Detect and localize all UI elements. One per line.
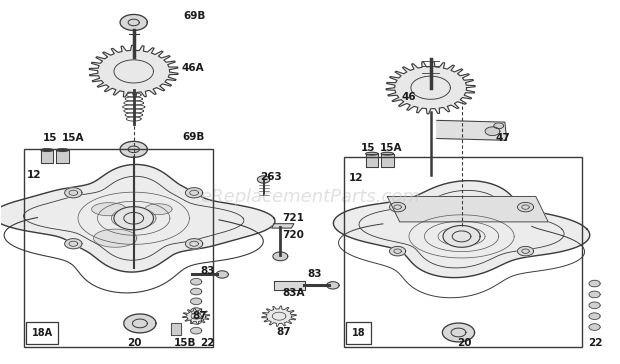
Polygon shape (485, 127, 500, 135)
Polygon shape (518, 202, 534, 212)
Polygon shape (190, 278, 202, 285)
Text: eReplacementParts.com: eReplacementParts.com (200, 187, 420, 206)
Polygon shape (56, 149, 69, 151)
Polygon shape (120, 141, 148, 157)
Polygon shape (114, 207, 154, 230)
Polygon shape (589, 313, 600, 320)
Polygon shape (41, 150, 53, 163)
Polygon shape (589, 291, 600, 298)
Polygon shape (190, 308, 202, 314)
Polygon shape (190, 298, 202, 305)
Polygon shape (190, 318, 202, 324)
Polygon shape (64, 239, 82, 249)
Text: 15: 15 (43, 134, 57, 143)
Polygon shape (589, 324, 600, 330)
Text: 15B: 15B (174, 339, 197, 348)
Text: 83: 83 (307, 269, 321, 280)
Text: 721: 721 (282, 213, 304, 223)
Polygon shape (327, 282, 339, 289)
Polygon shape (64, 188, 82, 198)
Text: 12: 12 (27, 170, 41, 180)
Polygon shape (185, 188, 203, 198)
Polygon shape (56, 150, 69, 163)
Polygon shape (381, 154, 394, 167)
Polygon shape (388, 197, 548, 222)
FancyBboxPatch shape (26, 323, 58, 344)
Polygon shape (89, 45, 178, 98)
Polygon shape (262, 306, 296, 326)
Polygon shape (381, 152, 394, 155)
Text: 87: 87 (276, 328, 291, 337)
Polygon shape (366, 152, 378, 155)
Polygon shape (145, 204, 172, 215)
Text: 83: 83 (200, 266, 215, 276)
FancyBboxPatch shape (346, 323, 371, 344)
Polygon shape (92, 203, 126, 216)
Polygon shape (389, 202, 405, 212)
Polygon shape (94, 229, 137, 247)
Polygon shape (257, 176, 270, 183)
Text: 20: 20 (457, 339, 472, 348)
Text: 15A: 15A (61, 134, 84, 143)
Text: 69B: 69B (182, 132, 205, 142)
Text: 18: 18 (352, 328, 365, 338)
Text: 15A: 15A (380, 143, 402, 153)
Text: 22: 22 (200, 339, 215, 348)
Text: 20: 20 (128, 339, 142, 348)
Text: 46: 46 (402, 92, 416, 102)
Text: 720: 720 (282, 230, 304, 240)
Text: 12: 12 (348, 173, 363, 183)
Polygon shape (183, 308, 210, 324)
Polygon shape (386, 62, 475, 114)
Text: 15: 15 (361, 143, 375, 153)
Text: 263: 263 (260, 171, 282, 182)
Polygon shape (589, 302, 600, 309)
Text: 83A: 83A (282, 288, 304, 298)
Text: 18A: 18A (32, 328, 53, 338)
Polygon shape (185, 239, 203, 249)
Polygon shape (124, 314, 156, 333)
Polygon shape (190, 327, 202, 334)
Polygon shape (272, 224, 294, 228)
Polygon shape (366, 154, 378, 167)
Polygon shape (273, 252, 288, 261)
Polygon shape (0, 165, 275, 272)
Polygon shape (389, 246, 405, 256)
Text: 47: 47 (495, 134, 510, 143)
Text: 69B: 69B (183, 11, 206, 21)
Polygon shape (190, 288, 202, 295)
Polygon shape (274, 281, 305, 290)
Polygon shape (494, 123, 503, 129)
Polygon shape (437, 120, 507, 140)
Text: 87: 87 (192, 311, 207, 321)
Polygon shape (518, 246, 534, 256)
Polygon shape (443, 226, 480, 247)
Polygon shape (41, 149, 53, 151)
Polygon shape (334, 181, 590, 278)
Polygon shape (216, 271, 228, 278)
Polygon shape (443, 323, 474, 342)
Text: 46A: 46A (182, 63, 205, 73)
Polygon shape (589, 280, 600, 287)
Polygon shape (120, 15, 148, 31)
Text: 22: 22 (588, 339, 603, 348)
Polygon shape (172, 323, 181, 335)
